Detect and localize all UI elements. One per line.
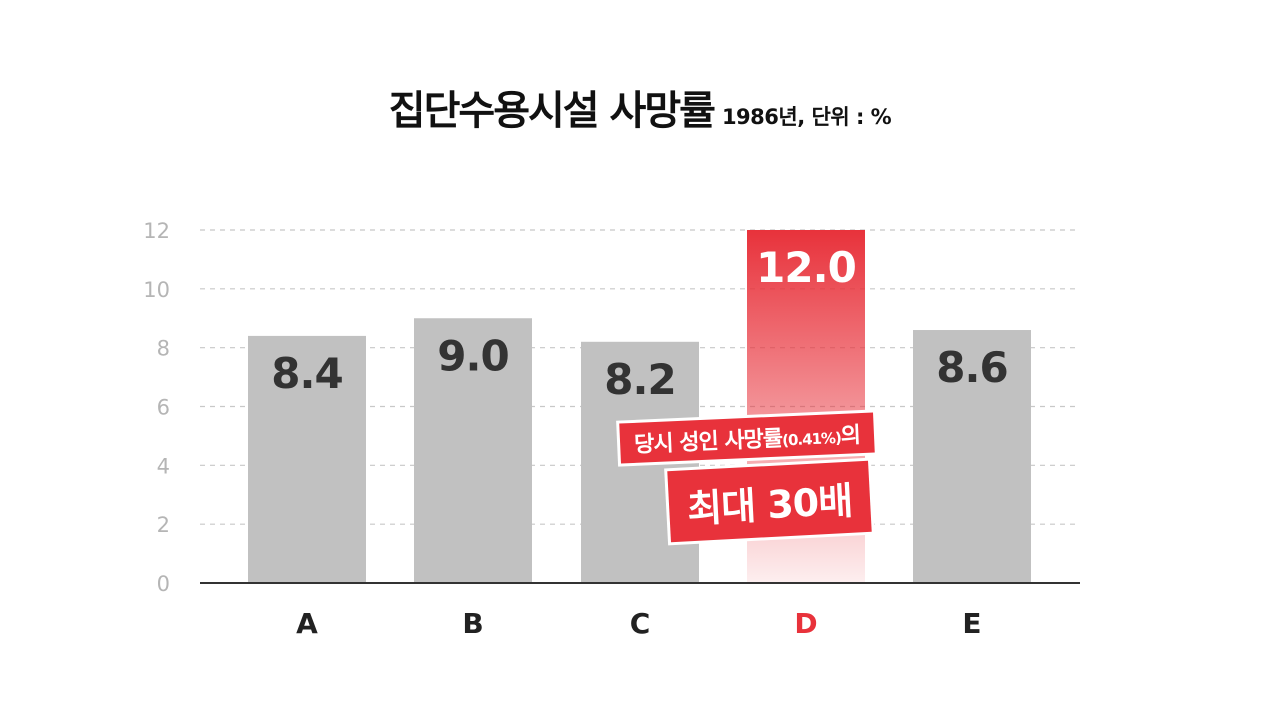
y-tick-label: 2 <box>157 513 170 537</box>
callout-line1-main: 당시 성인 사망률 <box>633 426 783 458</box>
bar-E <box>913 330 1031 583</box>
chart-title-block: 집단수용시설 사망률 1986년, 단위 : % <box>0 78 1280 136</box>
category-label-B: B <box>462 607 483 640</box>
callout-line1-tail: 의 <box>840 423 861 449</box>
callout-line1-small: (0.41%) <box>781 428 842 450</box>
bars <box>248 230 1031 583</box>
value-label-A: 8.4 <box>271 349 342 398</box>
y-axis-ticks: 0 2 4 6 8 10 12 <box>143 219 170 596</box>
y-tick-label: 0 <box>157 572 170 596</box>
y-tick-label: 12 <box>143 219 170 243</box>
y-tick-label: 10 <box>143 278 170 302</box>
y-tick-label: 8 <box>157 337 170 361</box>
callout-highlight: 최대 30배 <box>667 460 872 543</box>
value-label-E: 8.6 <box>936 343 1007 392</box>
value-label-B: 9.0 <box>437 331 508 380</box>
x-axis-categories: A B C D E <box>296 607 981 640</box>
chart-title: 집단수용시설 사망률 <box>388 88 716 134</box>
bar-A <box>248 335 366 583</box>
category-label-E: E <box>962 607 981 640</box>
category-label-D: D <box>794 607 817 640</box>
y-tick-label: 6 <box>157 396 170 420</box>
category-label-A: A <box>296 607 318 640</box>
chart-subtitle: 1986년, 단위 : % <box>721 105 892 129</box>
value-label-C: 8.2 <box>604 355 675 404</box>
value-labels: 8.4 9.0 8.2 12.0 8.6 <box>271 243 1008 404</box>
y-tick-label: 4 <box>157 454 170 478</box>
bar-B <box>414 318 532 583</box>
category-label-C: C <box>630 607 651 640</box>
value-label-D: 12.0 <box>756 243 856 292</box>
